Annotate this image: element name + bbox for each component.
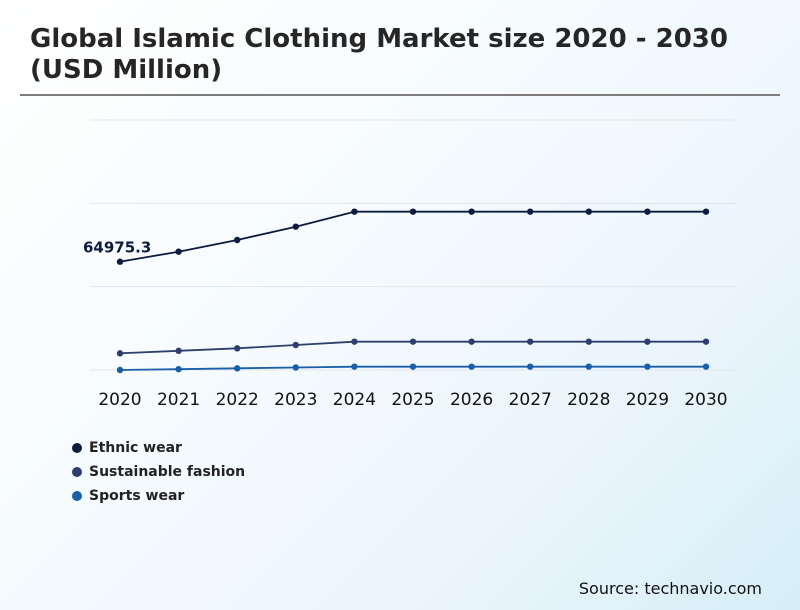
data-point: [351, 338, 358, 345]
x-tick-label: 2022: [216, 390, 259, 410]
x-tick-label: 2028: [567, 390, 610, 410]
data-point: [116, 366, 124, 374]
data-point: [234, 365, 241, 372]
data-point: [702, 363, 710, 370]
series-lines: [119, 210, 706, 371]
data-point: [409, 363, 417, 370]
data-point: [292, 364, 299, 371]
gridlines: [90, 119, 736, 371]
data-point: [116, 350, 124, 357]
data-point: [175, 365, 182, 373]
data-point: [527, 208, 534, 215]
data-point: [351, 208, 358, 215]
x-axis-ticks: 2020 2021 2022 2023 2024 2025 2026 2027 2028 2029…: [98, 390, 727, 410]
x-tick-label: 2027: [509, 390, 552, 410]
data-label: 64975.3: [83, 239, 151, 257]
data-point: [702, 338, 710, 345]
data-point: [468, 208, 475, 215]
x-tick-label: 2021: [157, 390, 200, 410]
legend-swatch: [72, 467, 82, 477]
data-point: [409, 208, 417, 215]
legend-label: Sustainable fashion: [89, 464, 246, 480]
x-tick-label: 2030: [684, 390, 727, 410]
source-note: Source: technavio.com: [578, 579, 762, 598]
series-line: [119, 210, 706, 263]
legend-item: Sustainable fashion: [72, 460, 245, 484]
annotations: 64975.3: [83, 239, 151, 257]
data-point: [234, 345, 241, 352]
data-point: [351, 363, 358, 370]
data-point: [644, 208, 651, 215]
legend-swatch: [72, 491, 82, 501]
data-point: [585, 208, 592, 215]
data-point: [585, 363, 592, 370]
x-tick-label: 2020: [98, 390, 141, 410]
data-point: [585, 338, 592, 345]
x-tick-label: 2023: [274, 390, 317, 410]
title-divider: [20, 94, 780, 96]
data-point: [234, 236, 241, 244]
data-point: [175, 248, 182, 255]
x-tick-label: 2029: [626, 390, 669, 410]
data-point: [116, 258, 124, 265]
data-point: [527, 363, 534, 370]
line-chart: 2020 2021 2022 2023 2024 2025 2026 2027 2028 2029…: [83, 119, 736, 410]
legend-label: Ethnic wear: [89, 440, 182, 456]
legend-swatch: [72, 443, 82, 453]
data-point: [175, 347, 182, 355]
data-point: [644, 363, 651, 370]
data-point: [527, 338, 534, 345]
data-point: [644, 338, 651, 345]
data-point: [702, 208, 710, 215]
data-point: [292, 341, 299, 349]
legend: Ethnic wear Sustainable fashion Sports wea…: [72, 436, 245, 508]
data-point: [468, 363, 475, 370]
data-points: [116, 208, 710, 374]
x-tick-label: 2025: [391, 390, 434, 410]
data-point: [292, 223, 299, 230]
chart-title: Global Islamic Clothing Market size 2020…: [30, 24, 728, 85]
x-tick-label: 2026: [450, 390, 493, 410]
legend-item: Ethnic wear: [72, 436, 245, 460]
data-point: [468, 338, 475, 345]
data-point: [409, 338, 417, 345]
legend-item: Sports wear: [72, 484, 245, 508]
legend-label: Sports wear: [89, 488, 185, 504]
x-tick-label: 2024: [333, 390, 376, 410]
